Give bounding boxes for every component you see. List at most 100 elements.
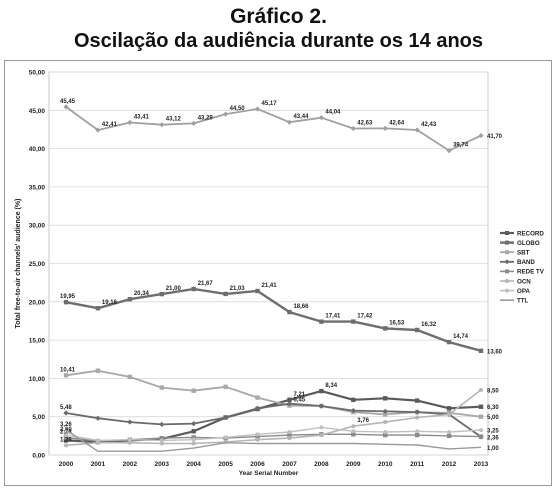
data-point — [159, 435, 164, 441]
x-tick-label: 2005 — [218, 461, 233, 468]
data-point — [159, 122, 165, 128]
data-point — [191, 120, 197, 126]
data-point — [318, 115, 324, 121]
data-point — [382, 408, 388, 414]
data-label: 45,45 — [60, 99, 76, 105]
data-point — [255, 432, 260, 437]
data-label: 44,50 — [230, 106, 246, 112]
data-label: 2,36 — [487, 435, 499, 441]
data-label: 42,41 — [102, 122, 118, 128]
legend-marker — [504, 259, 510, 265]
data-point — [446, 339, 452, 345]
data-point — [319, 319, 324, 324]
data-point — [95, 368, 101, 373]
x-tick-label: 2004 — [186, 461, 201, 468]
data-label: 21,67 — [198, 281, 214, 287]
data-point — [286, 119, 293, 125]
data-point — [383, 430, 388, 435]
data-point — [63, 373, 69, 378]
figure-subtitle: Oscilação da audiência durante os 14 ano… — [73, 30, 484, 52]
data-point — [414, 409, 420, 415]
data-label: 21,41 — [262, 283, 278, 289]
data-point — [223, 384, 228, 390]
series-line — [65, 426, 482, 442]
data-point — [159, 438, 164, 443]
data-label: 43,44 — [293, 114, 309, 120]
data-point — [95, 306, 101, 311]
data-point — [159, 291, 164, 297]
legend-marker — [505, 231, 509, 235]
data-point — [478, 434, 484, 439]
data-point — [191, 435, 196, 440]
data-point — [351, 319, 356, 324]
data-label: 44,04 — [325, 110, 341, 116]
legend-label: OCN — [517, 278, 531, 285]
data-point — [255, 437, 260, 442]
data-label: 18,66 — [293, 304, 309, 310]
y-tick-label: 45,00 — [29, 108, 46, 115]
data-label: 42,63 — [357, 120, 373, 126]
series-ttl — [65, 429, 482, 452]
x-tick-label: 2011 — [410, 461, 424, 468]
series-line — [65, 287, 482, 352]
data-point — [414, 432, 420, 438]
data-label: 20,34 — [134, 291, 150, 297]
figure-title: Gráfico 2. — [230, 5, 327, 28]
data-point — [254, 106, 261, 112]
series-total — [63, 104, 484, 154]
data-label: 3,76 — [357, 418, 369, 424]
legend-marker — [505, 279, 509, 283]
data-point — [95, 127, 101, 133]
data-point — [63, 438, 69, 443]
y-tick-label: 30,00 — [29, 223, 46, 230]
y-tick-label: 20,00 — [29, 299, 46, 306]
data-point — [478, 414, 484, 419]
data-point — [351, 397, 356, 403]
data-point — [191, 286, 196, 292]
data-point — [383, 412, 388, 417]
data-point — [383, 396, 388, 401]
y-tick-label: 10,00 — [29, 376, 46, 383]
data-point — [479, 387, 483, 392]
data-point — [127, 419, 133, 425]
data-point — [287, 432, 292, 438]
data-point — [351, 432, 356, 437]
data-point — [159, 385, 164, 390]
data-point — [95, 438, 100, 443]
data-point — [383, 420, 388, 425]
data-point — [446, 433, 452, 439]
data-label: 3,25 — [487, 429, 499, 435]
data-point — [287, 397, 292, 402]
data-label: 16,32 — [421, 322, 437, 328]
data-label: 13,60 — [487, 349, 503, 355]
data-label: 6,30 — [487, 405, 499, 411]
data-label: 41,70 — [487, 134, 503, 140]
data-point — [414, 327, 420, 333]
x-tick-label: 2006 — [250, 461, 265, 468]
x-tick-label: 2012 — [442, 461, 457, 468]
legend-marker — [505, 269, 509, 274]
x-tick-label: 2002 — [123, 461, 138, 468]
data-point — [350, 125, 356, 132]
legend-label: BAND — [517, 259, 535, 266]
legend-marker — [505, 288, 509, 293]
x-tick-label: 2000 — [59, 461, 74, 468]
data-point — [127, 296, 133, 302]
legend-label: REDE TV — [517, 269, 545, 276]
data-point — [446, 406, 452, 411]
data-label: 5,48 — [60, 405, 72, 411]
series-line — [65, 389, 482, 447]
data-label: 3,26 — [60, 422, 72, 428]
data-point — [382, 125, 388, 131]
data-point — [254, 405, 261, 411]
data-point — [63, 104, 69, 110]
figure-title-block: Gráfico 2. Oscilação da audiência durant… — [0, 4, 557, 53]
data-point — [64, 433, 68, 438]
data-label: 19,16 — [102, 300, 118, 306]
data-point — [223, 111, 229, 117]
data-point — [127, 437, 132, 442]
data-label: 43,12 — [166, 117, 182, 123]
data-point — [191, 388, 196, 393]
data-point — [478, 348, 484, 354]
data-point — [191, 441, 196, 446]
